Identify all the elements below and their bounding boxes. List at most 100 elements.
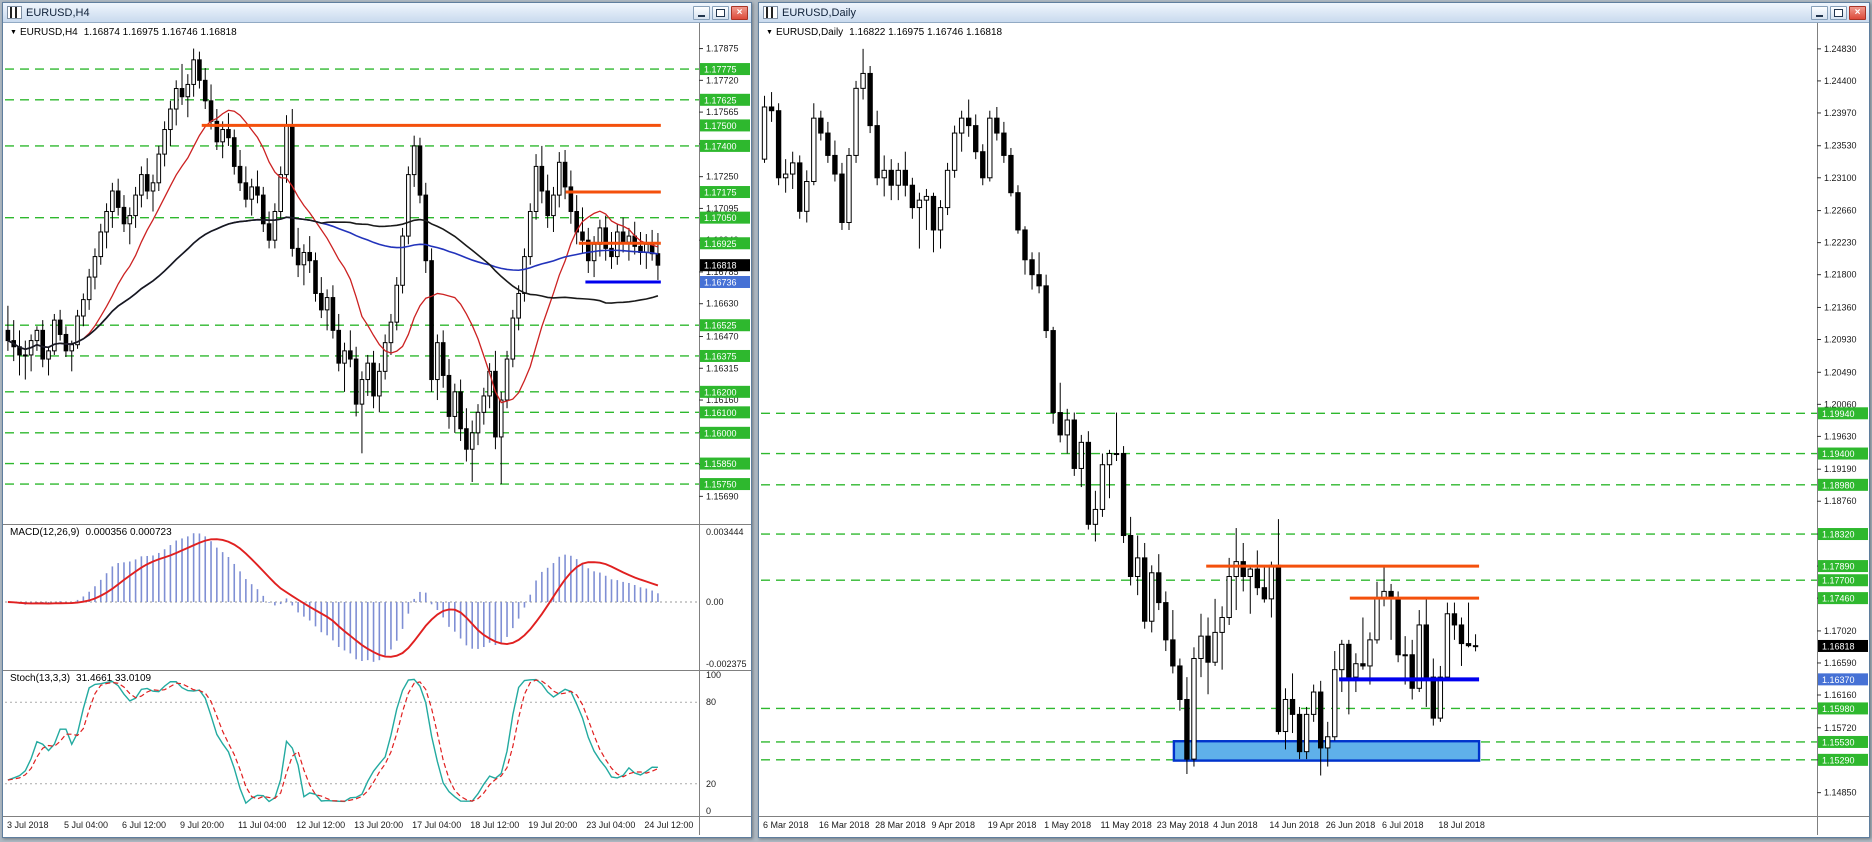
close-button[interactable]: × — [731, 5, 748, 20]
svg-text:-0.002375: -0.002375 — [706, 659, 747, 669]
svg-text:1.17875: 1.17875 — [706, 44, 739, 54]
svg-text:1.15290: 1.15290 — [1822, 755, 1855, 765]
svg-text:13 Jul 20:00: 13 Jul 20:00 — [354, 820, 403, 830]
svg-text:1.16375: 1.16375 — [704, 351, 737, 361]
svg-text:1.17250: 1.17250 — [706, 172, 739, 182]
svg-text:1.17020: 1.17020 — [1824, 626, 1857, 636]
svg-text:0.003444: 0.003444 — [706, 527, 744, 537]
price-axis[interactable]: 1.24830 1.24400 1.23970 1.23530 1.23100 1.226… — [1817, 44, 1857, 798]
chart-icon — [763, 6, 778, 19]
hline-objects[interactable] — [201, 123, 661, 284]
support-resistance-levels — [761, 412, 1817, 761]
chart-window-h4: EURUSD,H4 × 1.178751.177201.175651.17410… — [2, 2, 752, 838]
svg-text:1.24400: 1.24400 — [1824, 76, 1857, 86]
svg-text:1.17460: 1.17460 — [1822, 594, 1855, 604]
svg-text:1.18760: 1.18760 — [1824, 496, 1857, 506]
titlebar-h4[interactable]: EURUSD,H4 × — [3, 3, 751, 23]
svg-text:1.17775: 1.17775 — [704, 65, 737, 75]
svg-text:1.19630: 1.19630 — [1824, 431, 1857, 441]
svg-text:17 Jul 04:00: 17 Jul 04:00 — [412, 820, 461, 830]
svg-text:9 Apr 2018: 9 Apr 2018 — [931, 820, 975, 830]
svg-text:6 Mar 2018: 6 Mar 2018 — [763, 820, 809, 830]
svg-text:1 May 2018: 1 May 2018 — [1044, 820, 1091, 830]
svg-text:1.20490: 1.20490 — [1824, 367, 1857, 377]
svg-text:6 Jul 2018: 6 Jul 2018 — [1382, 820, 1424, 830]
time-axis[interactable]: 6 Mar 2018 16 Mar 2018 28 Mar 2018 9 Apr 20… — [763, 820, 1485, 830]
svg-text:1.17625: 1.17625 — [704, 95, 737, 105]
svg-text:1.16785: 1.16785 — [706, 267, 739, 277]
svg-text:1.19400: 1.19400 — [1822, 449, 1855, 459]
time-axis[interactable]: 3 Jul 2018 5 Jul 04:00 6 Jul 12:00 9 Jul 20… — [7, 820, 693, 830]
price-tags: 1.19940 1.19400 1.18980 1.18320 1.17700 1.159… — [1818, 407, 1868, 766]
svg-text:1.17175: 1.17175 — [704, 188, 737, 198]
svg-text:1.16925: 1.16925 — [704, 239, 737, 249]
svg-text:1.17095: 1.17095 — [706, 203, 739, 213]
macd-panel: 0.003444 0.00 -0.002375 — [5, 527, 747, 669]
svg-text:11 May 2018: 11 May 2018 — [1100, 820, 1151, 830]
svg-text:1.16160: 1.16160 — [1824, 690, 1857, 700]
svg-text:1.17890: 1.17890 — [1822, 562, 1855, 572]
svg-text:100: 100 — [706, 670, 721, 680]
chart-icon — [7, 6, 22, 19]
moving-averages — [7, 109, 659, 404]
svg-text:14 Jun 2018: 14 Jun 2018 — [1269, 820, 1319, 830]
svg-text:1.17700: 1.17700 — [1822, 576, 1855, 586]
svg-text:19 Jul 20:00: 19 Jul 20:00 — [528, 820, 577, 830]
svg-text:0.00: 0.00 — [706, 597, 724, 607]
price-chart-canvas-daily[interactable]: 1.24830 1.24400 1.23970 1.23530 1.23100 1.226… — [759, 23, 1869, 835]
svg-text:1.16630: 1.16630 — [706, 299, 739, 309]
svg-text:1.21360: 1.21360 — [1824, 302, 1857, 312]
svg-text:26 Jun 2018: 26 Jun 2018 — [1326, 820, 1376, 830]
svg-text:1.14850: 1.14850 — [1824, 788, 1857, 798]
minimize-button[interactable] — [1811, 5, 1828, 20]
svg-text:1.21800: 1.21800 — [1824, 270, 1857, 280]
titlebar-daily[interactable]: EURUSD,Daily × — [759, 3, 1869, 23]
svg-text:1.24830: 1.24830 — [1824, 44, 1857, 54]
svg-text:1.19940: 1.19940 — [1822, 409, 1855, 419]
restore-button[interactable] — [1830, 5, 1847, 20]
panel-separators — [759, 23, 1869, 835]
minimize-button[interactable] — [693, 5, 710, 20]
svg-text:1.17500: 1.17500 — [704, 121, 737, 131]
candles-layer — [5, 48, 661, 485]
svg-text:1.18320: 1.18320 — [1822, 530, 1855, 540]
svg-text:28 Mar 2018: 28 Mar 2018 — [875, 820, 926, 830]
svg-text:1.23530: 1.23530 — [1824, 141, 1857, 151]
stochastic-panel: 100 80 20 0 — [5, 670, 721, 816]
svg-text:1.16525: 1.16525 — [704, 321, 737, 331]
svg-text:1.15850: 1.15850 — [704, 459, 737, 469]
svg-text:1.20060: 1.20060 — [1824, 399, 1857, 409]
svg-text:23 May 2018: 23 May 2018 — [1157, 820, 1209, 830]
svg-text:1.16736: 1.16736 — [704, 277, 737, 287]
price-chart-canvas-h4[interactable]: 1.178751.177201.175651.174101.172501.170… — [3, 23, 751, 835]
chart-area-h4[interactable]: 1.178751.177201.175651.174101.172501.170… — [3, 23, 751, 837]
svg-text:23 Jul 04:00: 23 Jul 04:00 — [586, 820, 635, 830]
svg-text:5 Jul 04:00: 5 Jul 04:00 — [64, 820, 108, 830]
panel-separators — [3, 23, 751, 835]
svg-text:1.22660: 1.22660 — [1824, 206, 1857, 216]
chart-window-daily: EURUSD,Daily × 1.24830 1.24400 1.23970 1.23… — [758, 2, 1870, 838]
svg-text:11 Jul 04:00: 11 Jul 04:00 — [238, 820, 286, 830]
price-tags: 1.17775 1.17625 1.17400 1.17050 1.16525 1.163… — [700, 63, 750, 491]
candles-layer — [761, 48, 1479, 776]
restore-button[interactable] — [712, 5, 729, 20]
svg-text:1.16818: 1.16818 — [1822, 641, 1855, 651]
svg-text:1.16818: 1.16818 — [704, 261, 737, 271]
svg-text:19 Apr 2018: 19 Apr 2018 — [988, 820, 1037, 830]
svg-text:1.17050: 1.17050 — [704, 213, 737, 223]
window-title: EURUSD,H4 — [26, 6, 90, 19]
svg-text:1.18980: 1.18980 — [1822, 480, 1855, 490]
svg-text:1.16315: 1.16315 — [706, 363, 739, 373]
chart-area-daily[interactable]: 1.24830 1.24400 1.23970 1.23530 1.23100 1.226… — [759, 23, 1869, 837]
svg-text:1.16470: 1.16470 — [706, 332, 739, 342]
hline-objects[interactable] — [1206, 564, 1480, 682]
svg-text:1.20930: 1.20930 — [1824, 335, 1857, 345]
svg-text:18 Jul 12:00: 18 Jul 12:00 — [470, 820, 519, 830]
svg-text:1.17565: 1.17565 — [706, 107, 739, 117]
svg-text:1.23100: 1.23100 — [1824, 173, 1857, 183]
svg-text:1.15530: 1.15530 — [1822, 737, 1855, 747]
close-button[interactable]: × — [1849, 5, 1866, 20]
svg-text:1.15980: 1.15980 — [1822, 704, 1855, 714]
svg-text:1.16100: 1.16100 — [704, 408, 737, 418]
